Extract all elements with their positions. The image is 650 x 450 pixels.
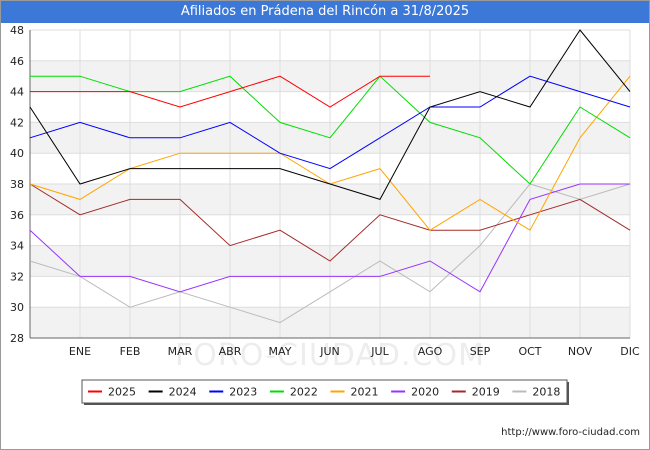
x-axis-ticks: ENE FEB MAR ABR MAY JUN JUL AGO SEP OCT NOV DIC xyxy=(69,345,640,358)
x-tick-label: AGO xyxy=(418,345,443,358)
legend-label-2023: 2023 xyxy=(229,386,257,399)
x-tick-label: FEB xyxy=(120,345,141,358)
x-tick-label: JUL xyxy=(370,345,389,358)
y-tick-label: 28 xyxy=(10,332,24,345)
y-tick-label: 40 xyxy=(10,147,24,160)
legend-label-2018: 2018 xyxy=(532,386,560,399)
legend-label-2020: 2020 xyxy=(411,386,439,399)
chart-title: Afiliados en Prádena del Rincón a 31/8/2… xyxy=(1,1,649,23)
legend-label-2019: 2019 xyxy=(472,386,500,399)
legend-label-2021: 2021 xyxy=(351,386,379,399)
series-line-2020 xyxy=(29,183,630,293)
y-tick-label: 48 xyxy=(10,24,24,37)
legend: 2025 2024 2023 2022 2021 2020 2019 2018 xyxy=(81,379,569,405)
legend-label-2022: 2022 xyxy=(290,386,318,399)
watermark-text: FORO-CIUDAD.COM xyxy=(175,338,485,373)
y-tick-label: 30 xyxy=(10,301,24,314)
y-axis-ticks: 28 30 32 34 36 38 40 42 44 46 48 xyxy=(10,24,24,345)
x-tick-label: SEP xyxy=(470,345,491,358)
y-tick-label: 36 xyxy=(10,209,24,222)
x-tick-label: MAY xyxy=(269,345,292,358)
x-tick-label: MAR xyxy=(168,345,193,358)
x-tick-label: JUN xyxy=(319,345,340,358)
legend-label-2025: 2025 xyxy=(108,386,136,399)
series-line-2023 xyxy=(29,75,631,170)
y-tick-label: 38 xyxy=(10,178,24,191)
series-line-2024 xyxy=(29,29,631,200)
legend-label-2024: 2024 xyxy=(169,386,197,399)
y-tick-label: 34 xyxy=(10,240,24,253)
y-tick-label: 42 xyxy=(10,116,24,129)
legend-box xyxy=(81,379,568,404)
x-tick-label: NOV xyxy=(568,345,593,358)
series-lines xyxy=(29,29,631,324)
x-tick-label: DIC xyxy=(620,345,640,358)
series-line-2019 xyxy=(29,183,631,262)
source-credit: http://www.foro-ciudad.com xyxy=(501,427,640,438)
y-tick-label: 32 xyxy=(10,270,24,283)
x-tick-label: OCT xyxy=(518,345,541,358)
x-tick-label: ABR xyxy=(219,345,242,358)
y-tick-label: 44 xyxy=(10,86,24,99)
x-tick-label: ENE xyxy=(69,345,91,358)
series-line-2025 xyxy=(30,75,430,108)
y-tick-label: 46 xyxy=(10,55,24,68)
